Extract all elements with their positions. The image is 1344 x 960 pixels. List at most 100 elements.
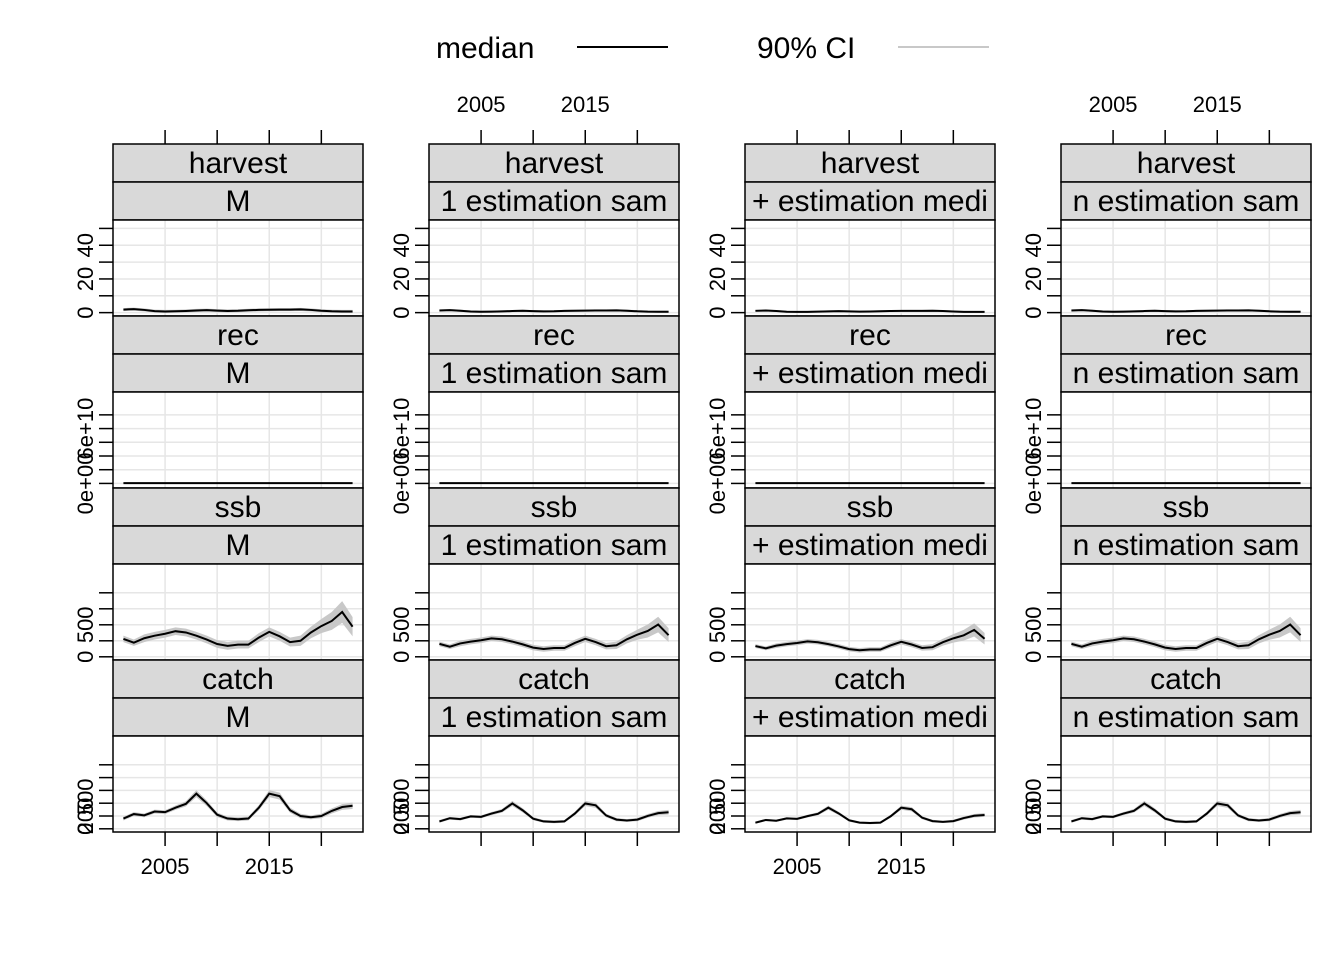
y-tick-label: 0 [73,651,98,663]
panel-ssb-3: ssb + estimation medi 0 500 [705,487,996,663]
x-axis-col-2: 2005 2015 [457,92,639,846]
y-tick-label: 40 [73,233,98,257]
strip-variable [428,659,680,699]
panel-border [744,735,996,833]
legend-median-label: median [436,32,534,65]
strip-variable [744,487,996,527]
panel-ssb-4: ssb n estimation sam 0 500 [1021,487,1312,663]
series-median-line [123,792,353,821]
series-median-line [755,628,986,652]
plot-area [745,392,995,488]
y-tick-label: 500 [389,778,414,815]
strip-scenario [744,525,996,565]
strip-scenario [428,525,680,565]
strip-label-scenario: M [226,529,251,562]
y-tick-label: 200 [1021,798,1046,835]
strip-scenario [744,353,996,393]
panel-ssb-2: ssb 1 estimation sam 0 500 [389,487,680,663]
legend-ci-label: 90% CI [757,32,855,65]
legend: median 90% CI [436,32,989,65]
y-tick-label: 500 [389,606,414,643]
strip-variable [744,143,996,183]
strip-variable [744,315,996,355]
strip-label-variable: harvest [1137,147,1236,180]
strip-label-scenario: M [226,701,251,734]
y-tick-label: 0 [1021,651,1046,663]
strip-scenario [428,181,680,221]
series-median-line [1071,623,1302,650]
y-tick-label: 40 [389,233,414,257]
strip-variable [112,143,364,183]
panel-harvest-4: harvest n estimation sam 0 20 40 [1021,143,1312,319]
strip-label-variable: catch [202,663,274,696]
strip-scenario [112,181,364,221]
strip-scenario [1060,697,1312,737]
strip-label-variable: ssb [531,491,578,524]
y-tick-label: 0 [1021,823,1046,835]
series-median-line [439,623,670,650]
series-ci-band [755,623,985,653]
series-median-line [439,309,669,313]
y-tick-label: 6e+10 [73,398,98,460]
panel-harvest-3: harvest + estimation medi 0 20 40 [705,143,996,319]
y-tick-label: 6e+10 [1021,398,1046,460]
panel-border [428,735,680,833]
y-tick-label: 200 [389,798,414,835]
strip-label-variable: ssb [215,491,262,524]
panel-harvest-1: harvest M 0 20 40 [73,143,364,319]
y-tick-label: 200 [73,798,98,835]
x-tick-label-bottom: 2005 [773,854,822,879]
y-tick-label: 500 [705,606,730,643]
y-tick-label: 6e+10 [705,398,730,460]
y-tick-label: 0e+00 [1021,453,1046,515]
strip-label-variable: ssb [1163,491,1210,524]
strip-variable [112,487,364,527]
strip-scenario [1060,181,1312,221]
strip-variable [1060,659,1312,699]
strip-label-scenario: n estimation sam [1073,185,1300,218]
strip-scenario [112,525,364,565]
y-tick-label: 20 [705,267,730,291]
strip-scenario [744,181,996,221]
strip-label-variable: catch [518,663,590,696]
strip-scenario [1060,525,1312,565]
strip-label-variable: harvest [821,147,920,180]
x-tick-label-top: 2005 [1089,92,1138,117]
strip-label-variable: ssb [847,491,894,524]
strip-label-variable: rec [849,319,891,352]
series-ci-band [1071,616,1301,652]
x-axis-col-3: 2005 2015 [773,130,955,879]
strip-variable [1060,143,1312,183]
strip-label-variable: rec [217,319,259,352]
series-median-line [755,806,985,825]
strip-variable [744,659,996,699]
y-tick-label: 20 [73,267,98,291]
panel-harvest-2: harvest 1 estimation sam 0 20 40 [389,143,680,319]
y-tick-label: 200 [705,798,730,835]
strip-label-variable: catch [1150,663,1222,696]
strip-label-scenario: + estimation medi [752,357,988,390]
y-tick-label: 40 [1021,233,1046,257]
plot-area [745,220,995,316]
strip-scenario [112,697,364,737]
y-tick-label: 0 [705,651,730,663]
y-tick-label: 0 [73,307,98,319]
y-tick-label: 0e+00 [389,453,414,515]
x-tick-label-bottom: 2015 [877,854,926,879]
series-median-line [123,308,353,313]
strip-variable [428,487,680,527]
strip-variable [112,659,364,699]
strip-label-variable: catch [834,663,906,696]
y-tick-label: 0e+00 [705,453,730,515]
y-tick-label: 0 [389,651,414,663]
strip-variable [1060,315,1312,355]
plot-area [1061,220,1311,316]
plot-area [745,736,995,832]
series-median-line [123,610,354,647]
